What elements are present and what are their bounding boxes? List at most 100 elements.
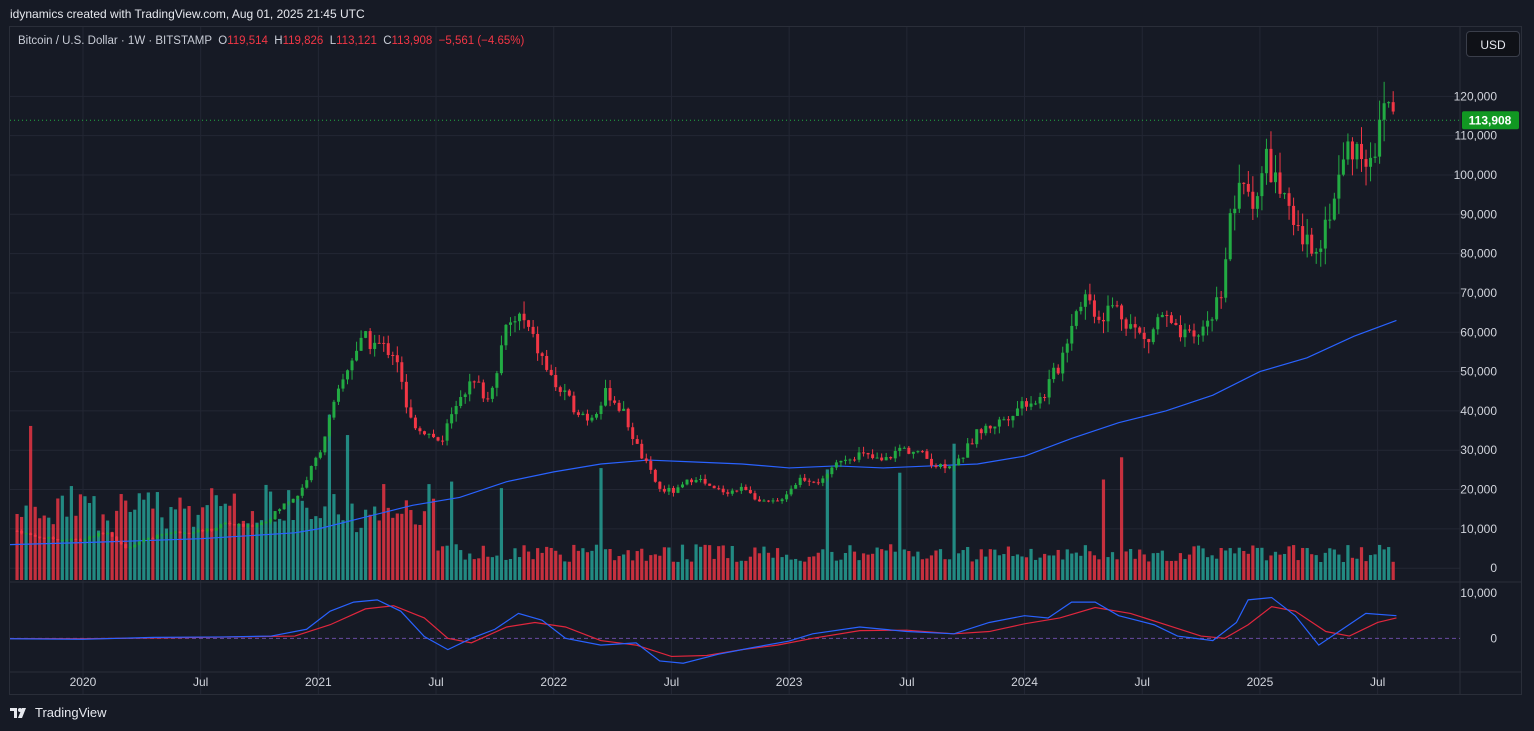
candles [15,81,1395,549]
volume-bar [341,520,345,580]
volume-bar [1174,560,1178,580]
candle-body [1178,325,1182,338]
volume-bar [445,545,449,580]
volume-bar [246,523,250,580]
volume-bar [762,546,766,580]
candle-body [907,447,911,454]
candle-body [975,429,979,445]
volume-bar [889,544,893,580]
currency-button[interactable]: USD [1466,31,1520,57]
candle-body [572,395,576,413]
candle-body [214,527,218,531]
grid [9,27,1521,694]
volume-bar [87,503,92,580]
candle-body [1314,251,1318,254]
candle-body [721,488,725,493]
symbol-legend: Bitcoin / U.S. Dollar · 1W · BITSTAMP O1… [18,35,524,47]
candle-body [644,458,648,461]
candle-body [925,451,929,459]
volume-bar [1378,544,1382,580]
volume-bar [893,551,897,580]
candle-body [97,532,101,537]
candle-body [961,457,965,459]
candle-body [69,539,73,541]
candle-body [173,531,177,533]
price-tick-label: 20,000 [1460,483,1497,497]
candle-body [712,485,716,489]
candle-body [920,451,924,453]
volume-bar [748,556,752,580]
volume-bar [929,555,934,580]
volume-bar [988,549,992,580]
volume-bar [1387,547,1391,580]
volume-bar [626,550,630,580]
candle-body [880,457,884,461]
candle-body [1160,314,1164,318]
volume-bar [685,559,689,580]
candle-body [866,452,870,455]
volume-bar [472,559,476,580]
volume-bar [237,523,241,580]
candle-body [948,466,952,469]
volume-bar [1138,549,1142,580]
candle-body [839,460,843,463]
candle-body [771,500,775,502]
volume-bar [667,547,671,580]
candle-body [368,331,372,349]
volume-bar [24,505,28,580]
volume-bar [15,513,19,580]
volume-bar [1314,555,1318,580]
candle-body [432,433,436,438]
candle-body [1070,325,1074,344]
moving-average-line [9,319,1397,546]
volume-bar [1246,553,1250,580]
volume-bar [599,468,603,580]
time-tick-label: 2022 [540,675,567,689]
volume-bar [1305,548,1309,580]
candle-body [119,541,123,545]
volume-bar [680,544,685,580]
footer-brand[interactable]: TradingView [10,705,107,720]
candle-body [250,525,254,527]
volume-bar [282,520,286,580]
moving-average [9,319,1397,546]
chart-frame[interactable] [9,26,1522,695]
candle-body [65,539,69,541]
candle-body [291,498,295,503]
volume-bar [1310,554,1314,580]
volume-bar [228,505,232,580]
volume-bar [934,550,938,580]
volume-bar [1323,552,1327,580]
volume-bar [739,560,743,580]
candle-body [56,539,60,541]
volume-bar [708,545,712,580]
candle-body [816,482,820,484]
volume-bar [771,557,775,580]
candle-body [1097,316,1101,320]
volume-bar [1269,555,1273,580]
candle-body [708,483,712,486]
volume-bar [884,550,888,580]
candle-body [83,539,87,541]
candle-body [1346,141,1350,160]
candle-body [400,362,404,382]
volume-bar [1043,553,1047,580]
candle-body [413,417,417,429]
volume-bar [880,549,884,580]
volume-bar [1237,547,1241,580]
candle-body [1319,248,1323,252]
candle-body [60,539,64,541]
price-tick-label: 120,000 [1454,89,1498,103]
volume-bar [164,528,169,580]
volume-bar [1215,558,1219,580]
volume-bar [65,516,69,580]
volume-bar [1337,554,1341,580]
candle-body [853,459,857,461]
volume-bar [83,496,87,580]
candle-body [1156,317,1160,330]
candle-body [38,536,42,538]
candle-body [798,477,802,485]
volume-bar [205,505,209,580]
candle-body [1269,148,1273,183]
